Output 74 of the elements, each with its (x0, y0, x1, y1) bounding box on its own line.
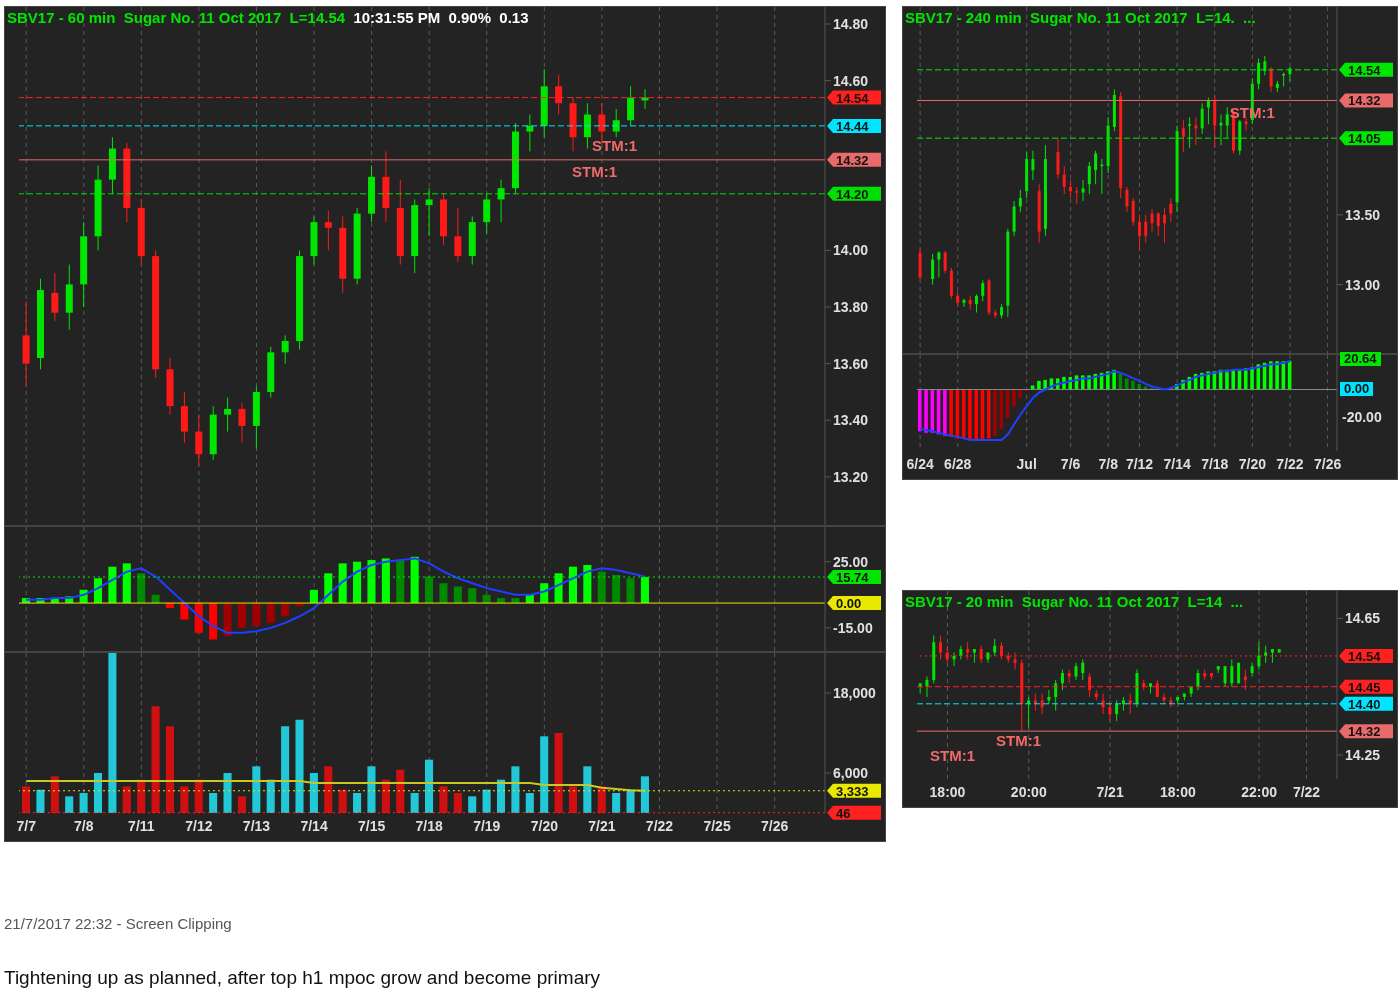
y-tick-label: 14.00 (833, 242, 869, 259)
y-tick-label: 13.20 (833, 468, 869, 485)
x-tick-label: 7/20 (530, 817, 559, 834)
y-tick-label: 14.80 (833, 15, 869, 32)
chart-title: SBV17 - 60 min Sugar No. 11 Oct 2017 L=14.54 (7, 9, 346, 26)
text: Tightening up as planned, after top h1 mpoc grow and become primary (4, 967, 601, 989)
ref-line-label: 14.05 (1348, 131, 1381, 147)
annotation: STM:1 (572, 163, 617, 181)
x-tick-label: 7/12 (185, 817, 213, 834)
ref-line-label: 14.40 (1348, 696, 1381, 712)
chart-title: SBV17 - 20 min Sugar No. 11 Oct 2017 L=14 ... (905, 593, 1244, 610)
y-tick-label: 13.60 (833, 355, 869, 372)
ref-line-label: 14.45 (1348, 679, 1381, 695)
y-tick-label: 14.60 (833, 72, 869, 89)
x-tick-label: 18:00 (929, 783, 966, 800)
ref-line-label: 14.54 (1348, 62, 1382, 78)
y-tick-label: 18,000 (833, 684, 877, 701)
text: 21/7/2017 22:32 - Screen Clipping (4, 915, 232, 933)
y-tick-label: 6,000 (833, 764, 869, 781)
ref-line-label: 14.54 (836, 90, 870, 106)
x-tick-label: 7/22 (1276, 455, 1304, 472)
y-tick-label: 14.25 (1345, 747, 1381, 764)
annotation: STM:1 (930, 747, 975, 765)
x-tick-label: Jul (1016, 455, 1037, 472)
ref-line-label: 0.00 (836, 596, 862, 612)
x-tick-label: 7/13 (242, 817, 271, 834)
x-tick-label: 7/18 (1201, 455, 1229, 472)
chart-title: SBV17 - 240 min Sugar No. 11 Oct 2017 L=14. ... (905, 9, 1256, 26)
chart-subtitle: 10:31:55 PM 0.90% 0.13 (352, 9, 529, 26)
ref-line-label: 14.32 (1348, 93, 1381, 109)
x-tick-label: 7/26 (1313, 455, 1342, 472)
x-tick-label: 20:00 (1010, 783, 1047, 800)
x-tick-label: 7/22 (645, 817, 674, 834)
x-tick-label: 7/6 (1060, 455, 1081, 472)
text: 0.00 (1340, 381, 1374, 397)
x-tick-label: 6/28 (944, 455, 972, 472)
x-tick-label: 7/14 (1163, 455, 1191, 472)
y-tick-label: -15.00 (833, 619, 873, 636)
x-tick-label: 7/21 (1096, 783, 1124, 800)
x-tick-label: 7/15 (358, 817, 386, 834)
x-tick-label: 7/18 (415, 817, 444, 834)
x-tick-label: 18:00 (1159, 783, 1196, 800)
x-tick-label: 7/14 (300, 817, 328, 834)
ref-line-label: 14.44 (836, 118, 870, 134)
annotation: STM:1 (592, 137, 637, 155)
x-tick-label: 7/25 (703, 817, 731, 834)
x-tick-label: 7/21 (588, 817, 616, 834)
x-tick-label: 7/22 (1292, 783, 1321, 800)
x-tick-label: 22:00 (1241, 783, 1278, 800)
ref-line-label: 14.20 (836, 186, 869, 202)
x-tick-label: 7/8 (1098, 455, 1119, 472)
x-tick-label: 7/12 (1125, 455, 1154, 472)
x-tick-label: 7/26 (761, 817, 789, 834)
ref-line-label: 3,333 (836, 783, 869, 799)
y-tick-label: 13.80 (833, 299, 869, 316)
ref-line-label: 14.54 (1348, 648, 1382, 664)
x-tick-label: 7/20 (1238, 455, 1267, 472)
y-tick-label: 25.00 (833, 553, 869, 570)
ref-line-label: 46 (836, 805, 851, 821)
x-tick-label: 7/7 (16, 817, 37, 834)
x-tick-label: 6/24 (906, 455, 934, 472)
y-tick-label: 13.40 (833, 412, 869, 429)
y-tick-label: 13.00 (1345, 276, 1381, 293)
y-tick-label: 13.50 (1345, 206, 1381, 223)
text: 20.64 (1340, 351, 1381, 367)
ref-line-label: 14.32 (1348, 724, 1381, 740)
annotation: STM:1 (996, 732, 1041, 750)
x-tick-label: 7/19 (473, 817, 501, 834)
x-tick-label: 7/8 (74, 817, 94, 834)
text: -20.00 (1342, 409, 1382, 426)
ref-line-label: 14.32 (836, 152, 869, 168)
x-tick-label: 7/11 (128, 817, 155, 834)
y-tick-label: 14.65 (1345, 610, 1381, 627)
ref-line-label: 15.74 (836, 570, 870, 586)
